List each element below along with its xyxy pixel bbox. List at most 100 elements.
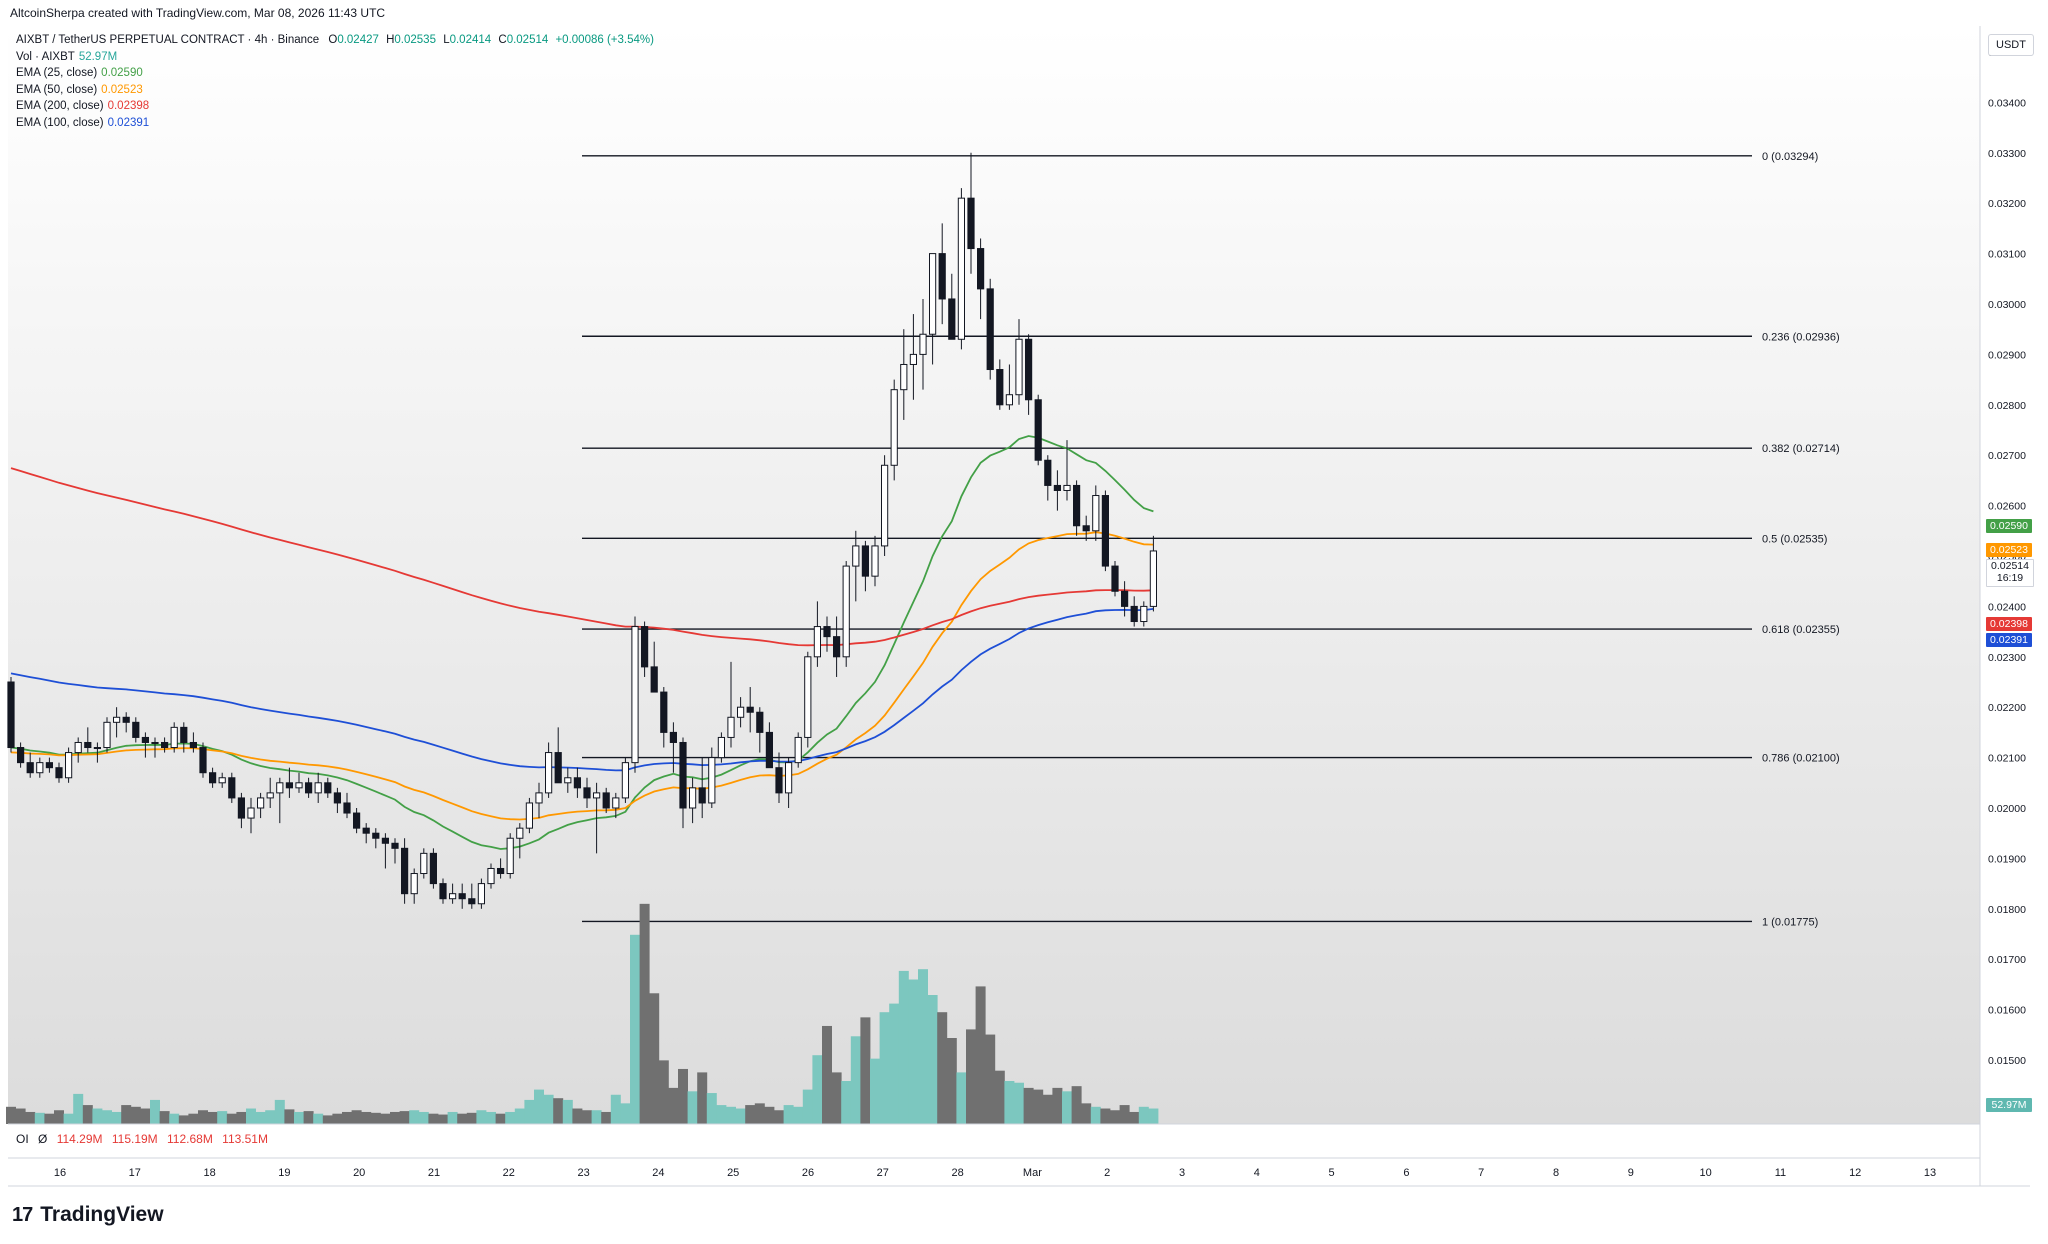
y-tick-label: 0.01800 <box>1988 904 2026 916</box>
candle-body <box>756 711 764 733</box>
credit-text: AltcoinSherpa created with TradingView.c… <box>10 6 386 20</box>
volume-bar <box>687 1091 698 1124</box>
ema200-value: 0.02398 <box>107 100 150 112</box>
volume-bar <box>111 1111 122 1124</box>
x-tick-label: 9 <box>1628 1167 1634 1179</box>
legend-symbol-row: AIXBT / TetherUS PERPETUAL CONTRACT · 4h… <box>16 32 654 49</box>
symbol-title: AIXBT / TetherUS PERPETUAL CONTRACT · 4h… <box>16 34 320 46</box>
y-tick-label: 0.03300 <box>1988 148 2026 160</box>
x-tick-label: 2 <box>1104 1167 1110 1179</box>
volume-bar <box>332 1113 343 1124</box>
currency-button[interactable]: USDT <box>1988 34 2034 56</box>
candle-body <box>737 706 745 718</box>
volume-bar <box>927 995 938 1124</box>
volume-bar <box>946 1038 957 1124</box>
x-tick-label: 22 <box>503 1167 515 1179</box>
oi-label: OI <box>16 1132 29 1146</box>
volume-bar <box>630 934 640 1124</box>
ohlc-change: +0.00086 (+3.54%) <box>555 34 654 46</box>
volume-bar <box>1090 1106 1101 1124</box>
candle-body <box>650 666 658 693</box>
x-tick-label: 4 <box>1254 1167 1260 1179</box>
oi-value-3: 112.68M <box>167 1132 213 1146</box>
volume-bar <box>898 970 909 1124</box>
volume-bar <box>514 1108 525 1124</box>
candle-body <box>180 726 188 743</box>
volume-bar <box>198 1110 208 1124</box>
tradingview-logo-text: TradingView <box>40 1203 164 1226</box>
candle-body <box>1101 495 1110 567</box>
candle-body <box>842 565 850 658</box>
volume-bar <box>82 1105 93 1124</box>
oi-value-1: 114.29M <box>56 1132 103 1146</box>
volume-bar <box>313 1113 324 1124</box>
candle-body <box>545 752 553 794</box>
y-tick-label: 0.02300 <box>1988 652 2026 664</box>
volume-bar <box>610 1094 621 1124</box>
ema25-line <box>10 435 1154 850</box>
candle-body <box>65 752 73 779</box>
volume-bar <box>658 1060 669 1124</box>
tradingview-logo[interactable]: 17 TradingView <box>12 1200 164 1230</box>
chart-legend: AIXBT / TetherUS PERPETUAL CONTRACT · 4h… <box>16 32 654 131</box>
candle-body <box>237 797 246 819</box>
candle-body <box>881 464 889 547</box>
volume-bar <box>572 1108 583 1124</box>
volume-bar <box>255 1111 266 1124</box>
volume-bar <box>466 1112 477 1124</box>
volume-bar <box>15 1108 26 1124</box>
y-tick-label: 0.01500 <box>1988 1055 2026 1067</box>
legend-ema200-row: EMA (200, close) 0.02398 <box>16 98 654 115</box>
candle-body <box>449 893 457 900</box>
volume-bar <box>1023 1087 1034 1124</box>
x-tick-label: 27 <box>877 1167 889 1179</box>
volume-bar <box>534 1089 544 1124</box>
y-tick-label: 0.01900 <box>1988 853 2026 865</box>
volume-bar <box>649 993 660 1124</box>
x-tick-label: 5 <box>1329 1167 1335 1179</box>
oi-value-2: 115.19M <box>111 1132 158 1146</box>
volume-bar <box>1148 1108 1159 1124</box>
fib-level-label: 0.236 (0.02936) <box>1762 331 1840 343</box>
volume-bar <box>1062 1091 1072 1124</box>
volume-bar <box>1042 1094 1053 1124</box>
volume-bar <box>380 1113 391 1124</box>
candle-body <box>333 792 341 804</box>
volume-bar <box>390 1111 400 1124</box>
y-tick-label: 0.02400 <box>1988 601 2026 613</box>
volume-bar <box>716 1105 727 1124</box>
legend-ema100-row: EMA (100, close) 0.02391 <box>16 115 654 132</box>
candle-body <box>621 762 629 799</box>
volume-value: 52.97M <box>78 50 118 63</box>
price-tag-ema50: 0.02523 <box>1986 543 2032 557</box>
volume-bar <box>918 969 928 1124</box>
volume-bar <box>1100 1108 1111 1124</box>
volume-bar <box>121 1105 132 1124</box>
x-tick-label: 21 <box>428 1167 440 1179</box>
candle-body <box>871 545 879 577</box>
ohlc-close: 0.02514 <box>506 34 549 46</box>
candle-body <box>1130 605 1138 623</box>
volume-bar <box>495 1113 506 1124</box>
y-tick-label: 0.03100 <box>1988 249 2026 261</box>
candle-body <box>132 721 140 738</box>
candle-body <box>247 807 255 819</box>
candle-body <box>1140 605 1148 623</box>
x-tick-label: 11 <box>1775 1167 1786 1179</box>
volume-bar <box>447 1111 458 1124</box>
legend-ema50-row: EMA (50, close) 0.02523 <box>16 82 654 99</box>
y-tick-label: 0.03400 <box>1988 97 2026 109</box>
fib-level-label: 1 (0.01775) <box>1762 916 1818 928</box>
volume-bar <box>63 1113 74 1124</box>
y-tick-label: 0.01700 <box>1988 954 2026 966</box>
volume-bar <box>601 1111 612 1124</box>
candle-body <box>833 636 841 658</box>
oi-symbol: Ø <box>38 1132 48 1146</box>
candle-body <box>487 867 495 885</box>
ohlc-low-label: L <box>443 34 450 46</box>
candle-body <box>55 767 63 779</box>
volume-bar <box>351 1110 362 1124</box>
volume-bar <box>265 1110 276 1124</box>
candle-body <box>785 762 793 794</box>
